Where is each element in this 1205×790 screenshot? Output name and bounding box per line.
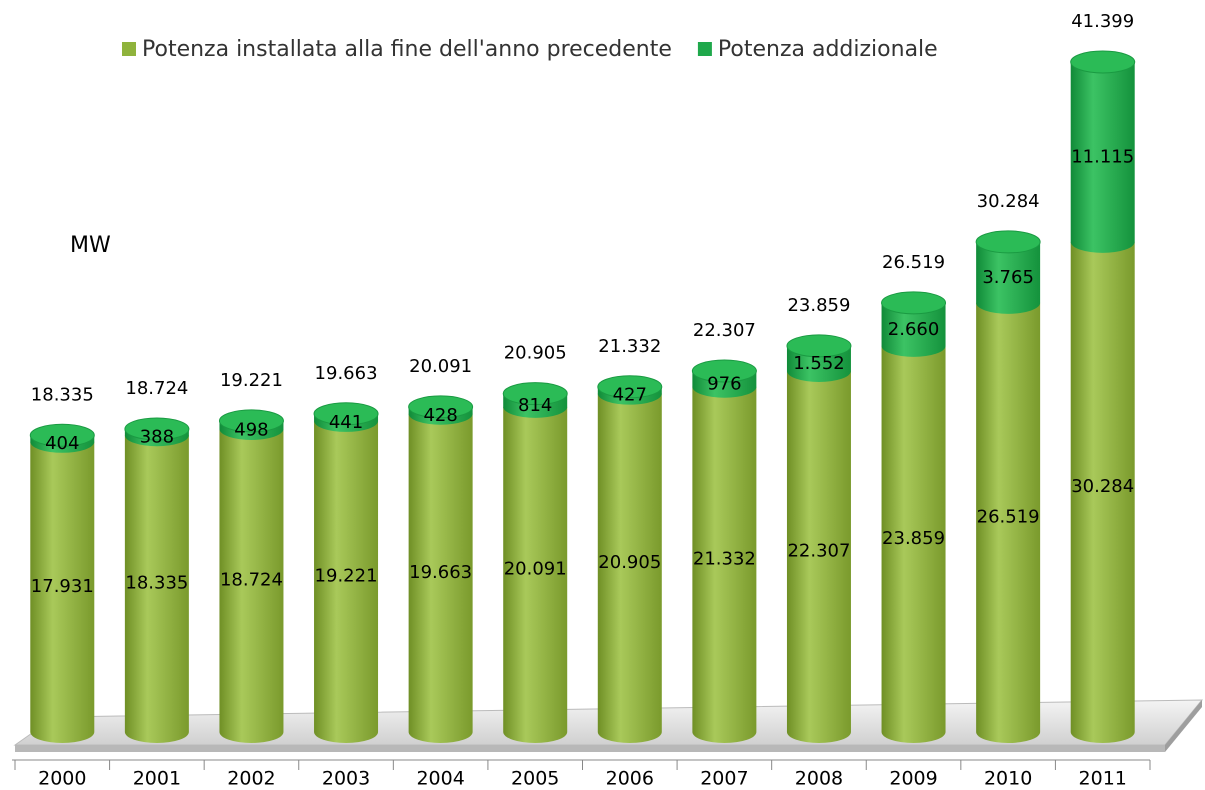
data-label: 441 <box>329 412 363 433</box>
cylinder-cap <box>408 395 474 419</box>
cylinder-cap <box>691 359 757 383</box>
total-label: 20.091 <box>409 356 472 377</box>
data-label: 498 <box>234 419 268 440</box>
data-label: 20.091 <box>504 558 567 579</box>
data-label: 30.284 <box>1071 476 1134 497</box>
x-tick-label: 2008 <box>795 768 843 790</box>
cylinder-segment <box>976 241 1041 314</box>
cylinder-segment <box>881 345 946 743</box>
legend-swatch <box>697 42 712 56</box>
floor-side <box>1165 700 1202 752</box>
total-label: 23.859 <box>787 295 850 316</box>
cylinder-cap <box>29 423 95 447</box>
x-tick-label: 2002 <box>227 768 275 790</box>
data-label: 388 <box>140 427 174 448</box>
total-label: 41.399 <box>1071 11 1134 32</box>
data-label: 814 <box>518 395 552 416</box>
cylinder-cap <box>881 291 947 315</box>
total-label: 30.284 <box>977 191 1040 212</box>
cylinder-segment <box>124 435 189 743</box>
x-tick-label: 2004 <box>416 768 464 790</box>
cylinder-cap <box>1070 50 1136 74</box>
data-label: 20.905 <box>598 552 661 573</box>
cylinder-segment <box>692 386 757 743</box>
data-label: 17.931 <box>31 576 94 597</box>
cylinder-segment <box>314 420 379 743</box>
data-label: 428 <box>423 405 457 426</box>
total-label: 18.335 <box>31 384 94 405</box>
data-label: 21.332 <box>693 548 756 569</box>
cylinder-segment <box>408 413 473 743</box>
cylinder-segment <box>976 302 1041 743</box>
total-label: 19.663 <box>315 363 378 384</box>
cylinder-segment <box>786 370 851 743</box>
cylinder-cap <box>124 417 190 441</box>
x-tick-label: 2006 <box>606 768 654 790</box>
cylinder-segment <box>1070 62 1135 253</box>
data-label: 11.115 <box>1071 146 1134 167</box>
total-label: 18.724 <box>125 378 188 399</box>
total-label: 19.221 <box>220 370 283 391</box>
x-tick-label: 2011 <box>1079 768 1127 790</box>
data-label: 3.765 <box>982 267 1034 288</box>
data-label: 19.221 <box>315 565 378 586</box>
data-label: 2.660 <box>888 319 940 340</box>
cylinder-segment <box>503 406 568 743</box>
cylinder-segment <box>881 302 946 357</box>
total-label: 20.905 <box>504 343 567 364</box>
data-label: 23.859 <box>882 528 945 549</box>
data-label: 22.307 <box>787 540 850 561</box>
cylinder-cap <box>975 230 1041 254</box>
floor-edge <box>15 745 1165 752</box>
data-label: 976 <box>707 373 741 394</box>
x-tick-label: 2010 <box>984 768 1032 790</box>
cylinder-cap <box>502 382 568 406</box>
y-axis-label: MW <box>70 233 111 258</box>
cylinder-cap <box>597 375 663 399</box>
legend-label: Potenza addizionale <box>718 37 938 62</box>
x-tick-label: 2001 <box>133 768 181 790</box>
cylinder-segment <box>1070 241 1135 744</box>
data-label: 404 <box>45 433 79 454</box>
cylinder-cap <box>313 402 379 426</box>
data-label: 18.335 <box>125 573 188 594</box>
data-label: 427 <box>613 385 647 406</box>
cylinder-segment <box>219 428 284 743</box>
total-label: 22.307 <box>693 320 756 341</box>
legend-swatch <box>122 42 136 56</box>
data-label: 19.663 <box>409 562 472 583</box>
x-tick-label: 2007 <box>700 768 748 790</box>
total-label: 21.332 <box>598 336 661 357</box>
legend-label: Potenza installata alla fine dell'anno p… <box>142 37 672 62</box>
x-tick-label: 2009 <box>889 768 937 790</box>
x-tick-label: 2005 <box>511 768 559 790</box>
total-label: 26.519 <box>882 252 945 273</box>
cylinder-cap <box>218 409 284 433</box>
cylinder-cap <box>786 334 852 358</box>
data-label: 18.724 <box>220 569 283 590</box>
data-label: 1.552 <box>793 353 845 374</box>
x-tick-label: 2000 <box>38 768 86 790</box>
cylinder-segment <box>597 393 662 743</box>
data-label: 26.519 <box>977 506 1040 527</box>
cylinder-segment <box>30 441 95 743</box>
x-tick-label: 2003 <box>322 768 370 790</box>
